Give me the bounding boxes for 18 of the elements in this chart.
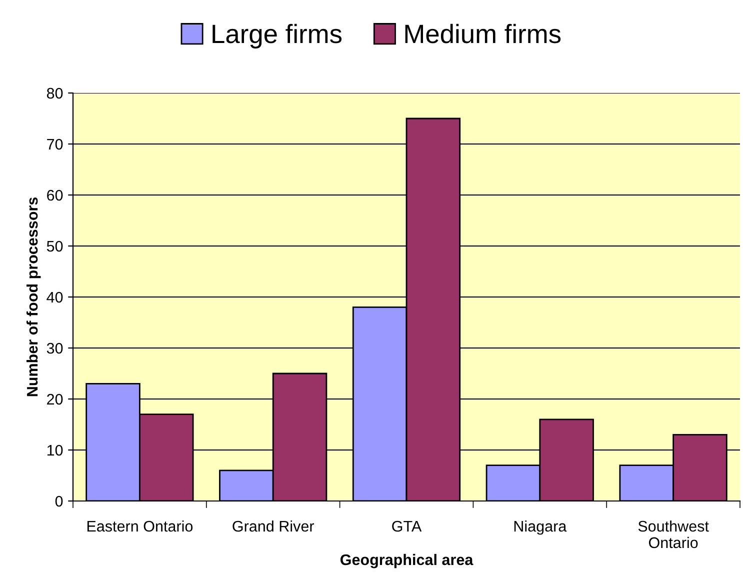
y-tick-label: 30 (46, 342, 63, 354)
x-tick-label: Eastern Ontario (87, 520, 193, 532)
legend-label: Medium firms (405, 24, 561, 44)
y-tick-label: 60 (47, 190, 63, 201)
x-axis-title: Geographical area (340, 554, 474, 568)
y-tick-label: 50 (46, 240, 63, 252)
x-tick-label: Southwest Ontario (638, 520, 709, 548)
y-tick-label: 20 (47, 394, 63, 405)
legend-label: Large firms (212, 24, 342, 48)
x-tick-label: GTA (392, 520, 422, 532)
y-axis-title: Number of food processors (26, 197, 41, 396)
y-tick-label: 70 (47, 138, 63, 150)
y-tick-label: 80 (46, 88, 63, 99)
y-tick-label: 40 (46, 292, 63, 303)
x-tick-label: Niagara (514, 520, 567, 535)
y-tick-label: 0 (55, 496, 63, 507)
x-tick-label: Grand River (232, 520, 314, 532)
y-tick-label: 10 (47, 444, 63, 456)
